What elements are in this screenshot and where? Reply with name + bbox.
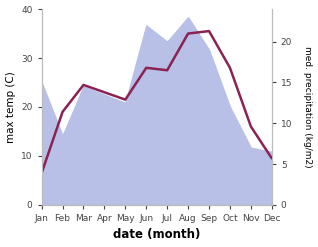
Y-axis label: med. precipitation (kg/m2): med. precipitation (kg/m2) [303, 46, 313, 168]
Y-axis label: max temp (C): max temp (C) [5, 71, 16, 143]
X-axis label: date (month): date (month) [113, 228, 200, 242]
